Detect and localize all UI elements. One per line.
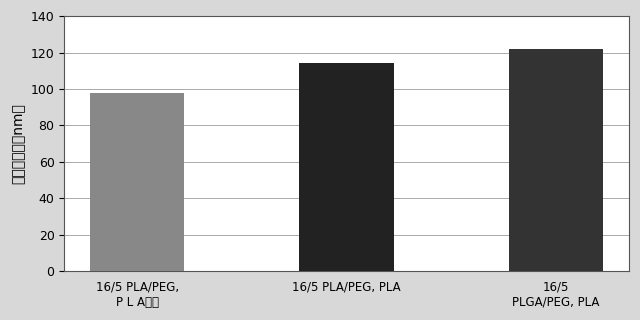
- Bar: [90, 92, 184, 271]
- Bar: [300, 63, 394, 271]
- Y-axis label: ナノ粒子径（nm）: ナノ粒子径（nm）: [11, 103, 25, 184]
- Bar: [509, 49, 604, 271]
